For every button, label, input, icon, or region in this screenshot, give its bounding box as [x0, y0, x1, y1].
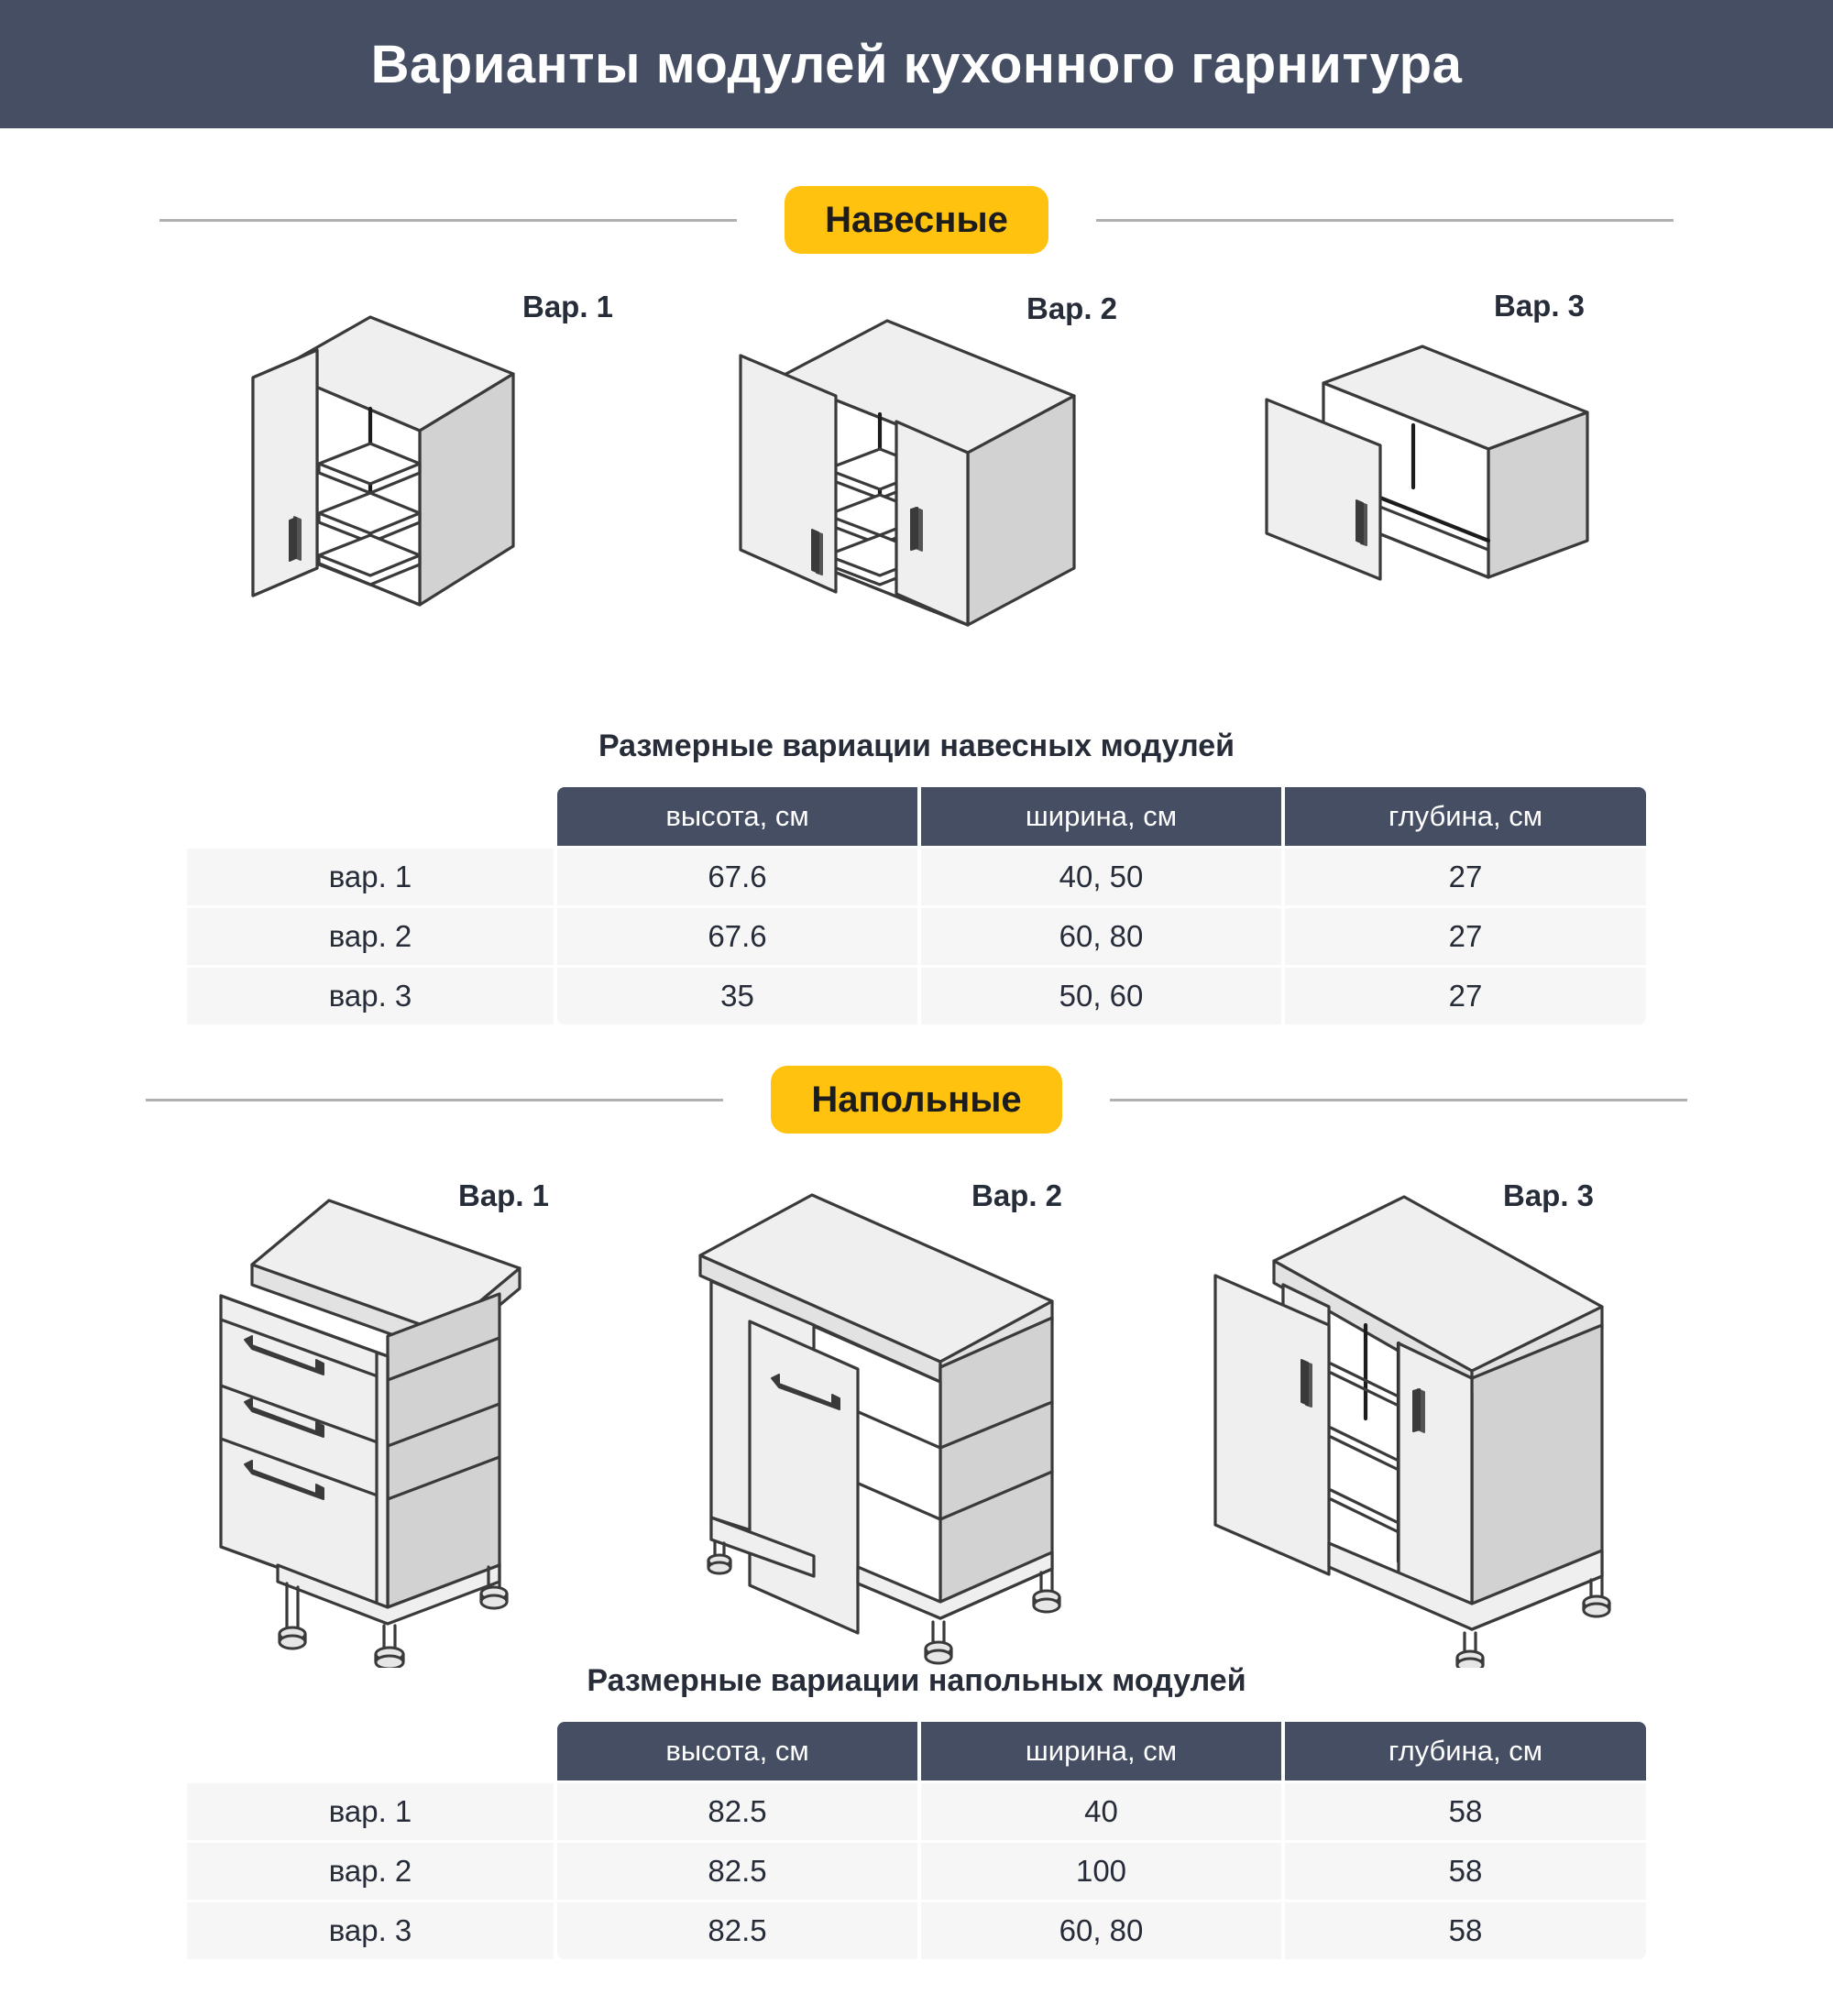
col-height: высота, см — [557, 1722, 917, 1780]
table-row: вар. 3 82.5 60, 80 58 — [187, 1902, 1646, 1959]
wall-cabinet-variant-1: Вар. 1 — [247, 290, 613, 692]
cell-width: 40, 50 — [921, 849, 1281, 905]
floor-cabinet-wide-door-icon — [698, 1193, 1061, 1665]
row-name: вар. 2 — [187, 908, 554, 965]
floor-cabinet-variant-2: Вар. 2 — [697, 1173, 1100, 1672]
cell-depth: 27 — [1285, 908, 1646, 965]
row-name: вар. 3 — [187, 1902, 554, 1959]
floor-variant-1-label: Вар. 1 — [458, 1178, 550, 1212]
section-badge-wall: Навесные — [785, 186, 1048, 254]
floor-variant-2-label: Вар. 2 — [971, 1178, 1063, 1212]
col-depth: глубина, см — [1285, 1722, 1646, 1780]
cell-depth: 58 — [1285, 1843, 1646, 1900]
table-corner-cell — [187, 787, 554, 846]
cell-width: 50, 60 — [921, 968, 1281, 1024]
col-width: ширина, см — [921, 787, 1281, 846]
floor-cabinet-variant-1: Вар. 1 — [197, 1173, 564, 1672]
table-header-row: высота, см ширина, см глубина, см — [187, 1722, 1646, 1780]
floor-modules-table-wrap: Размерные вариации напольных модулей выс… — [0, 1663, 1833, 1962]
cell-height: 67.6 — [557, 849, 917, 905]
table-row: вар. 2 82.5 100 58 — [187, 1843, 1646, 1900]
section-badge-floor: Напольные — [771, 1066, 1062, 1134]
divider-right — [1109, 1098, 1687, 1101]
col-depth: глубина, см — [1285, 787, 1646, 846]
wall-variant-3-label: Вар. 3 — [1494, 289, 1586, 323]
wall-cabinet-double-door-icon — [739, 319, 1076, 627]
table-row: вар. 2 67.6 60, 80 27 — [187, 908, 1646, 965]
cell-width: 40 — [921, 1783, 1281, 1840]
cell-height: 82.5 — [557, 1783, 917, 1840]
cell-depth: 58 — [1285, 1783, 1646, 1840]
table-corner-cell — [187, 1722, 554, 1780]
cell-height: 82.5 — [557, 1902, 917, 1959]
cell-depth: 27 — [1285, 849, 1646, 905]
table-header-row: высота, см ширина, см глубина, см — [187, 787, 1646, 846]
row-name: вар. 2 — [187, 1843, 554, 1900]
wall-table-title: Размерные вариации навесных модулей — [598, 729, 1235, 763]
cell-height: 82.5 — [557, 1843, 917, 1900]
page-title: Варианты модулей кухонного гарнитура — [370, 34, 1463, 94]
table-row: вар. 3 35 50, 60 27 — [187, 968, 1646, 1024]
wall-cabinet-short-wide-icon — [1265, 345, 1589, 581]
section-badge-floor-label: Напольные — [811, 1079, 1022, 1120]
section-header-floor: Напольные — [0, 1058, 1833, 1141]
floor-modules-table: высота, см ширина, см глубина, см вар. 1… — [183, 1719, 1650, 1962]
cell-width: 60, 80 — [921, 1902, 1281, 1959]
wall-modules-table-wrap: Размерные вариации навесных модулей высо… — [0, 729, 1833, 1027]
cell-height: 35 — [557, 968, 917, 1024]
wall-cabinet-variant-3: Вар. 3 — [1256, 289, 1622, 637]
cell-depth: 27 — [1285, 968, 1646, 1024]
cell-height: 67.6 — [557, 908, 917, 965]
section-badge-wall-label: Навесные — [825, 199, 1008, 240]
wall-variant-1-label: Вар. 1 — [522, 290, 614, 323]
row-name: вар. 1 — [187, 849, 554, 905]
divider-right — [1095, 218, 1674, 222]
floor-cabinet-variant-3: Вар. 3 — [1191, 1173, 1631, 1673]
divider-left — [159, 218, 738, 222]
page-header: Варианты модулей кухонного гарнитура — [0, 0, 1833, 128]
cell-width: 60, 80 — [921, 908, 1281, 965]
row-name: вар. 1 — [187, 1783, 554, 1840]
floor-cabinet-illustrations: Вар. 1 — [0, 1173, 1833, 1686]
floor-cabinet-drawers-icon — [219, 1199, 521, 1671]
col-width: ширина, см — [921, 1722, 1281, 1780]
wall-modules-table: высота, см ширина, см глубина, см вар. 1… — [183, 784, 1650, 1027]
table-row: вар. 1 82.5 40 58 — [187, 1783, 1646, 1840]
floor-variant-3-label: Вар. 3 — [1503, 1178, 1595, 1212]
wall-cabinet-illustrations: Вар. 1 — [0, 289, 1833, 687]
wall-cabinet-variant-2: Вар. 2 — [724, 275, 1117, 692]
col-height: высота, см — [557, 787, 917, 846]
floor-table-title: Размерные вариации напольных модулей — [587, 1663, 1246, 1698]
cell-depth: 58 — [1285, 1902, 1646, 1959]
table-row: вар. 1 67.6 40, 50 27 — [187, 849, 1646, 905]
floor-cabinet-double-door-icon — [1213, 1195, 1611, 1673]
cell-width: 100 — [921, 1843, 1281, 1900]
wall-variant-2-label: Вар. 2 — [1026, 291, 1118, 325]
row-name: вар. 3 — [187, 968, 554, 1024]
divider-left — [146, 1098, 724, 1101]
wall-cabinet-single-door-icon — [251, 315, 515, 607]
section-header-wall: Навесные — [0, 179, 1833, 261]
